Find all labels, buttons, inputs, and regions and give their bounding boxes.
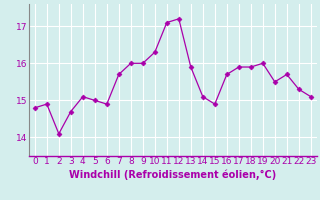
X-axis label: Windchill (Refroidissement éolien,°C): Windchill (Refroidissement éolien,°C) [69, 169, 276, 180]
